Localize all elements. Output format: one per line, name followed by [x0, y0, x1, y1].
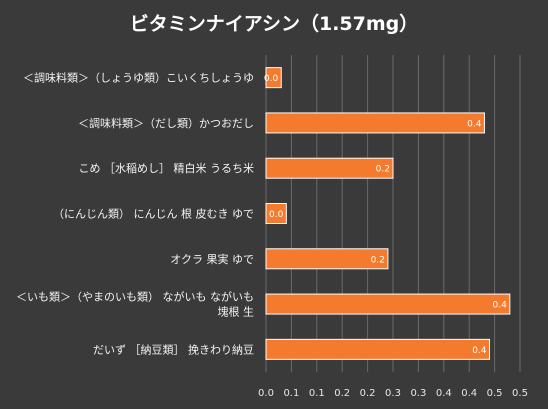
category-label: ＜いも類＞（やまのいも類） ながいも ながいも [16, 290, 254, 304]
data-label: 0.0 [269, 210, 284, 220]
x-tick-label: 0.1 [309, 388, 325, 399]
category-label: ＜調味料類＞（しょうゆ類）こいくちしょうゆ [23, 71, 254, 85]
x-tick-label: 0.4 [461, 388, 477, 399]
data-label: 0.2 [371, 255, 385, 265]
category-label: （にんじん類） にんじん 根 皮むき ゆで [53, 207, 254, 221]
x-tick-label: 0.4 [436, 388, 452, 399]
x-tick-label: 0.3 [410, 388, 426, 399]
x-tick-label: 0.5 [487, 388, 503, 399]
chart-title: ビタミンナイアシン（1.57mg） [130, 12, 419, 35]
bar [265, 248, 389, 270]
bar [265, 67, 282, 89]
data-label: 0.0 [264, 74, 279, 84]
data-label: 0.2 [376, 165, 390, 175]
bar [265, 338, 491, 360]
bar [265, 293, 511, 315]
data-label: 0.4 [472, 346, 487, 356]
data-label: 0.4 [493, 301, 508, 311]
category-label: ＜調味料類＞（だし類）かつおだし [78, 116, 254, 130]
x-tick-label: 0.1 [283, 388, 299, 399]
x-tick-label: 0.0 [258, 388, 274, 399]
x-tick-label: 0.2 [360, 388, 376, 399]
x-tick-label: 0.5 [512, 388, 528, 399]
data-label: 0.4 [467, 119, 482, 129]
bar [265, 157, 394, 179]
category-label: 塊根 生 [218, 305, 255, 319]
category-label: オクラ 果実 ゆで [170, 252, 254, 266]
category-label: こめ ［水稲めし］ 精白米 うるち米 [79, 161, 255, 175]
x-tick-label: 0.3 [385, 388, 401, 399]
x-tick-label: 0.2 [334, 388, 350, 399]
bar [265, 112, 485, 134]
bar [265, 203, 287, 224]
category-label: だいず ［納豆類］ 挽きわり納豆 [93, 342, 254, 356]
